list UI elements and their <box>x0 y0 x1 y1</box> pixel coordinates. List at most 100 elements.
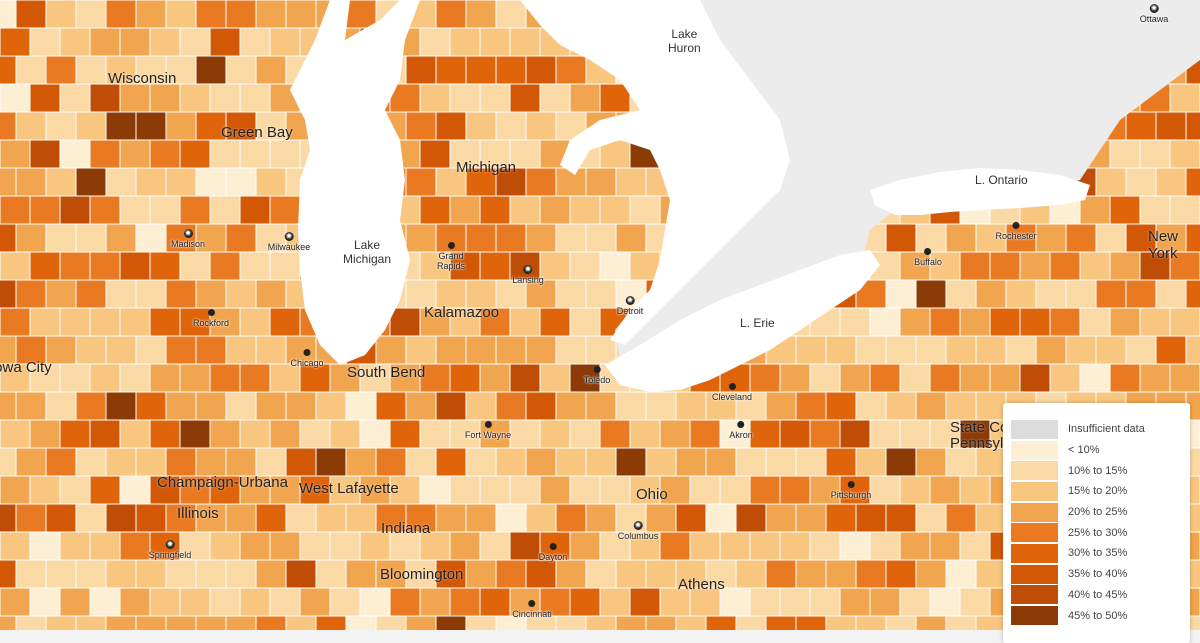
county[interactable] <box>45 0 77 29</box>
county[interactable] <box>359 419 391 449</box>
county[interactable] <box>555 503 587 533</box>
county[interactable] <box>105 615 137 630</box>
county[interactable] <box>1185 111 1200 141</box>
county[interactable] <box>195 335 227 365</box>
county[interactable] <box>239 83 271 113</box>
county[interactable] <box>899 251 931 281</box>
county[interactable] <box>255 0 287 29</box>
county[interactable] <box>299 531 331 561</box>
county[interactable] <box>435 0 467 29</box>
county[interactable] <box>1169 139 1200 169</box>
county[interactable] <box>225 335 257 365</box>
county[interactable] <box>119 587 151 617</box>
county[interactable] <box>59 587 91 617</box>
county[interactable] <box>479 27 511 57</box>
county[interactable] <box>435 391 467 421</box>
county[interactable] <box>975 615 1007 630</box>
county[interactable] <box>225 223 257 253</box>
county[interactable] <box>689 531 721 561</box>
county[interactable] <box>899 307 931 337</box>
county[interactable] <box>555 167 587 197</box>
county[interactable] <box>29 531 61 561</box>
county[interactable] <box>1109 139 1141 169</box>
county[interactable] <box>105 111 137 141</box>
county[interactable] <box>255 111 287 141</box>
county[interactable] <box>539 251 571 281</box>
county[interactable] <box>839 307 871 337</box>
county[interactable] <box>1019 363 1051 393</box>
county[interactable] <box>839 587 871 617</box>
county[interactable] <box>585 559 617 589</box>
county[interactable] <box>449 475 481 505</box>
county[interactable] <box>89 27 121 57</box>
county[interactable] <box>915 615 947 630</box>
county[interactable] <box>105 503 137 533</box>
county[interactable] <box>0 223 17 253</box>
county[interactable] <box>195 615 227 630</box>
county[interactable] <box>1049 363 1081 393</box>
county[interactable] <box>495 615 527 630</box>
county[interactable] <box>689 475 721 505</box>
county[interactable] <box>795 615 827 630</box>
county[interactable] <box>945 335 977 365</box>
county[interactable] <box>165 615 197 630</box>
county[interactable] <box>45 55 77 85</box>
county[interactable] <box>839 531 871 561</box>
county[interactable] <box>705 447 737 477</box>
county[interactable] <box>435 447 467 477</box>
county[interactable] <box>525 279 557 309</box>
county[interactable] <box>915 279 947 309</box>
county[interactable] <box>105 223 137 253</box>
county[interactable] <box>749 419 781 449</box>
county[interactable] <box>1109 251 1141 281</box>
county[interactable] <box>795 391 827 421</box>
county[interactable] <box>149 307 181 337</box>
county[interactable] <box>435 503 467 533</box>
county[interactable] <box>855 335 887 365</box>
county[interactable] <box>945 279 977 309</box>
county[interactable] <box>179 363 211 393</box>
county[interactable] <box>285 615 317 630</box>
county[interactable] <box>1049 307 1081 337</box>
county[interactable] <box>269 587 301 617</box>
county[interactable] <box>105 279 137 309</box>
county[interactable] <box>855 503 887 533</box>
county[interactable] <box>165 111 197 141</box>
county[interactable] <box>119 139 151 169</box>
county[interactable] <box>959 307 991 337</box>
county[interactable] <box>1139 363 1171 393</box>
county[interactable] <box>1035 223 1067 253</box>
county[interactable] <box>195 279 227 309</box>
county[interactable] <box>509 307 541 337</box>
county[interactable] <box>479 531 511 561</box>
county[interactable] <box>59 363 91 393</box>
county[interactable] <box>1065 335 1097 365</box>
county[interactable] <box>75 0 107 29</box>
county[interactable] <box>285 503 317 533</box>
county[interactable] <box>945 223 977 253</box>
county[interactable] <box>29 83 61 113</box>
county[interactable] <box>75 223 107 253</box>
county[interactable] <box>615 615 647 630</box>
county[interactable] <box>495 391 527 421</box>
county[interactable] <box>509 195 541 225</box>
county[interactable] <box>59 195 91 225</box>
county[interactable] <box>75 55 107 85</box>
county[interactable] <box>569 83 601 113</box>
county[interactable] <box>465 223 497 253</box>
county[interactable] <box>45 559 77 589</box>
county[interactable] <box>525 167 557 197</box>
county[interactable] <box>705 615 737 630</box>
county[interactable] <box>269 363 301 393</box>
county[interactable] <box>555 335 587 365</box>
county[interactable] <box>59 419 91 449</box>
county[interactable] <box>375 447 407 477</box>
county[interactable] <box>15 447 47 477</box>
county[interactable] <box>45 391 77 421</box>
county[interactable] <box>179 475 211 505</box>
county[interactable] <box>89 587 121 617</box>
county[interactable] <box>675 447 707 477</box>
county[interactable] <box>885 447 917 477</box>
county[interactable] <box>945 447 977 477</box>
county[interactable] <box>1169 195 1200 225</box>
